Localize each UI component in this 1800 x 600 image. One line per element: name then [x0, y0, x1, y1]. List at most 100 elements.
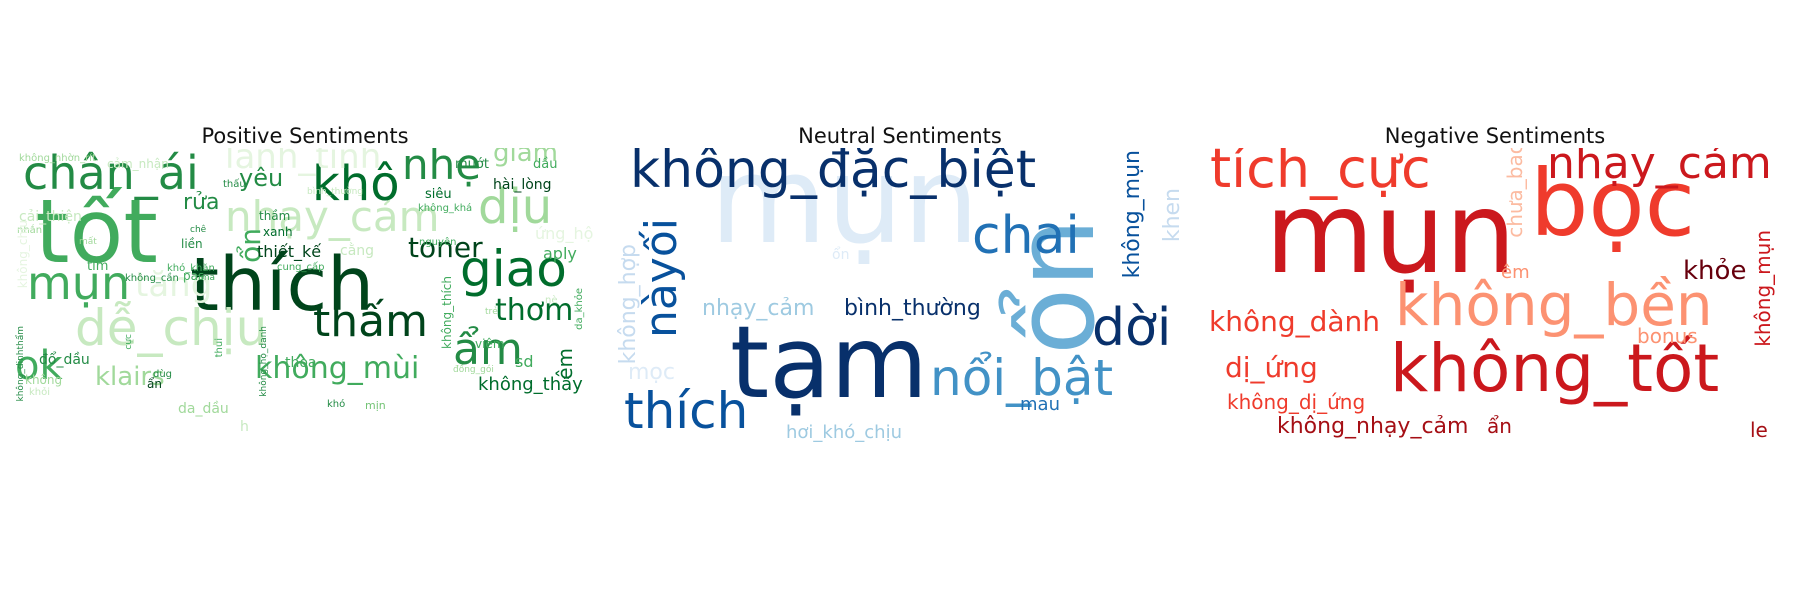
cloud-word: thấm — [313, 296, 428, 347]
cloud-word: không_thích — [440, 276, 454, 349]
negative-word-cloud: mụn bọc tích_cực nhạy_cảm không_bền khôn… — [1205, 148, 1785, 458]
cloud-word: toner — [408, 231, 483, 264]
cloud-word: không_nhờn_rít — [19, 153, 96, 164]
cloud-word: đổ_dầu — [39, 352, 90, 368]
cloud-word: liền — [181, 237, 203, 251]
cloud-word: không_cần — [125, 273, 179, 284]
cloud-word: không_khá — [418, 203, 473, 214]
cloud-word: thiết_kế — [257, 242, 322, 261]
cloud-word: sd — [515, 352, 534, 371]
cloud-word: không_hợp — [616, 244, 641, 365]
cloud-word: hơi_khó_chịu — [786, 422, 902, 443]
cloud-word: thoa — [285, 355, 317, 371]
cloud-word: không_mụn — [1751, 230, 1775, 347]
cloud-word: đồng_gói — [453, 365, 494, 375]
cloud-word: nma — [195, 273, 215, 283]
cloud-word: viêm — [475, 337, 505, 351]
cloud-word: không_thấy — [478, 374, 583, 395]
cloud-word: nàyối — [636, 218, 687, 339]
cloud-word: khỏe — [1683, 256, 1747, 286]
positive-word-cloud: tốt thích chân_ái nhạy_cảm dịu khô nhẹ g… — [15, 148, 595, 458]
cloud-word: khỏi — [29, 387, 51, 398]
cloud-word: thơm — [495, 293, 574, 328]
cloud-word: mịn — [365, 399, 386, 412]
cloud-word: mau — [1020, 394, 1060, 415]
cloud-word: pas — [183, 269, 205, 283]
cloud-word: nhẹ — [402, 148, 482, 189]
cloud-word: thích — [624, 382, 749, 440]
cloud-word: không_bền — [1395, 271, 1713, 339]
cloud-word: mụn — [27, 256, 131, 310]
cloud-word: klairs — [95, 362, 165, 392]
cloud-word: chưa_bao — [1503, 148, 1527, 238]
cloud-word: ẩm — [453, 324, 523, 375]
cloud-word: giao — [460, 240, 567, 298]
cloud-word: bình_thường — [307, 187, 363, 197]
cloud-word: cực — [124, 334, 134, 350]
cloud-word: tạm — [730, 304, 928, 421]
cloud-word: không_dinhthẩm — [16, 326, 26, 402]
negative-panel-title: Negative Sentiments — [1384, 124, 1606, 148]
cloud-word: da_dầu — [178, 401, 229, 417]
cloud-word: không_họ_danh — [259, 326, 269, 397]
cloud-word: trẻ — [485, 307, 498, 317]
cloud-word: nhạy_cảm — [1547, 148, 1772, 189]
cloud-word: bọc — [1530, 150, 1696, 257]
cloud-word: thui — [214, 338, 225, 358]
cloud-word: không_mụn — [1120, 150, 1145, 279]
cloud-word: không_dị_ứng — [1227, 390, 1366, 414]
cloud-word: hài_lòng — [493, 177, 552, 193]
cloud-word: yêu — [239, 164, 284, 192]
cloud-word: không_mùi — [255, 351, 420, 386]
cloud-word: mọc — [628, 360, 675, 385]
cloud-word: không_đặc_biệt — [630, 148, 1037, 200]
cloud-word: dị_ứng — [1225, 351, 1318, 384]
cloud-word: êm — [1501, 262, 1530, 283]
cloud-word: chê — [190, 225, 207, 235]
cloud-word: nè — [545, 295, 558, 306]
cloud-word: dời — [1092, 298, 1172, 358]
cloud-word: thích — [190, 242, 375, 328]
cloud-word: xanh — [263, 225, 293, 239]
cloud-word: chai — [972, 206, 1080, 266]
cloud-word: lành_tính — [225, 148, 382, 177]
cloud-word: h — [240, 419, 249, 435]
cloud-word: rửa — [183, 190, 220, 215]
cloud-word: giảm — [493, 148, 558, 168]
cloud-word: thầm — [259, 209, 291, 223]
cloud-word: nguyên — [419, 237, 457, 248]
cloud-word: tăng — [135, 265, 213, 305]
cloud-word: êm — [553, 348, 577, 380]
cloud-word: tốt — [35, 180, 158, 283]
cloud-word: không_chịu — [16, 220, 30, 289]
cloud-word: khô — [312, 156, 400, 212]
cloud-word: tích_cực — [1210, 148, 1431, 200]
cloud-word: khó_khăn — [167, 263, 215, 274]
cloud-word: ok — [15, 343, 63, 389]
cloud-word: le — [1750, 418, 1768, 442]
cloud-word: chân_ái — [23, 148, 199, 200]
cloud-word: dịu — [478, 179, 553, 235]
cloud-word: tím — [87, 259, 109, 274]
cloud-word: dễ_chịu — [75, 299, 268, 357]
cloud-word: nhạy_cảm — [702, 296, 815, 321]
cloud-word: ẩn — [147, 377, 162, 391]
cloud-word: dùg — [153, 369, 173, 380]
cloud-word: khó — [327, 399, 346, 410]
cloud-word: bonus — [1637, 324, 1698, 348]
cloud-word: nổi_bật — [930, 349, 1114, 407]
cloud-word: cằng — [340, 243, 375, 259]
cloud-word: ổn — [832, 247, 850, 263]
cloud-word: không_nhạy_cảm — [1277, 414, 1469, 439]
positive-panel-title: Positive Sentiments — [201, 124, 409, 148]
cloud-word: bình_thường — [844, 296, 981, 321]
cloud-word: thấu — [223, 179, 246, 190]
cloud-word: không_tốt — [1390, 330, 1720, 407]
cloud-word: da_khỏe — [574, 288, 585, 330]
cloud-word: aply — [543, 244, 577, 263]
cloud-word: dầu — [533, 157, 558, 172]
cloud-word: mất — [79, 237, 97, 247]
cloud-word: không_dành — [1209, 305, 1381, 338]
cloud-word: cung_cấp — [277, 262, 325, 273]
cloud-word: ứng_hộ — [535, 224, 594, 243]
